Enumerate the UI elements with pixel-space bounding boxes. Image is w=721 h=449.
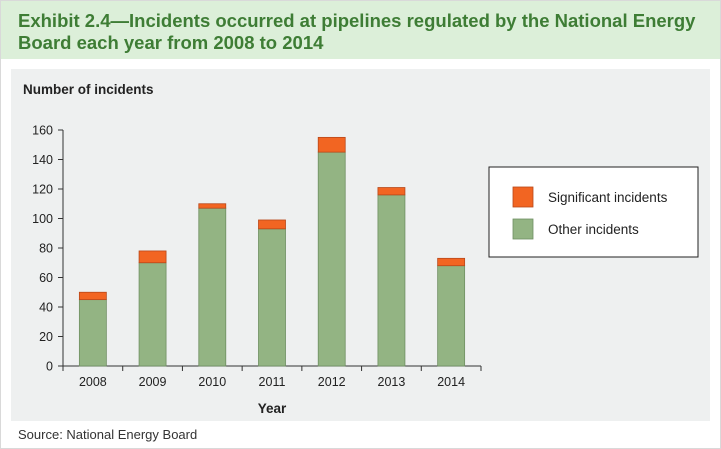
bar-significant-incidents — [198, 203, 227, 209]
x-tick-label: 2008 — [79, 375, 107, 389]
bar-significant-incidents — [258, 219, 286, 230]
exhibit-title: Exhibit 2.4—Incidents occurred at pipeli… — [18, 10, 696, 53]
source-note: Source: National Energy Board — [18, 427, 198, 442]
legend-label: Other incidents — [548, 222, 639, 237]
legend: Significant incidents Other incidents — [488, 166, 699, 258]
bar-significant-incidents — [317, 136, 346, 153]
bar-other-incidents — [198, 207, 227, 367]
y-tick-label: 60 — [39, 271, 53, 285]
y-tick-label: 120 — [32, 183, 53, 197]
bar-significant-incidents — [78, 291, 107, 301]
y-axis: 0 20 40 60 80 100 120 140 160 — [32, 124, 64, 374]
legend-label: Significant incidents — [548, 190, 668, 205]
bar-other-incidents — [78, 299, 107, 367]
bar-other-incidents — [437, 265, 466, 367]
bar-other-incidents — [377, 194, 406, 367]
x-tick-label: 2012 — [318, 375, 346, 389]
bar-other-incidents — [258, 228, 286, 367]
y-axis-title: Number of incidents — [23, 82, 154, 97]
x-tick-label: 2011 — [259, 375, 286, 389]
bar-series — [78, 136, 466, 367]
bar-significant-incidents — [138, 250, 167, 264]
x-axis-title: Year — [258, 401, 287, 416]
chart-panel: Number of incidents Year 0 20 40 60 80 100 120… — [11, 69, 710, 421]
y-tick-label: 140 — [32, 153, 53, 167]
x-axis: 2008 2009 2010 2011 2012 2013 2014 — [62, 365, 482, 389]
y-tick-label: 20 — [39, 330, 53, 344]
y-tick-label: 0 — [46, 360, 53, 374]
y-tick-label: 160 — [32, 124, 53, 138]
legend-swatch — [512, 218, 534, 240]
x-tick-label: 2013 — [378, 375, 406, 389]
title-bar: Exhibit 2.4—Incidents occurred at pipeli… — [1, 1, 720, 59]
x-tick-label: 2014 — [437, 375, 465, 389]
bar-other-incidents — [138, 262, 167, 367]
bar-significant-incidents — [377, 187, 406, 196]
bar-other-incidents — [317, 151, 346, 367]
y-tick-label: 80 — [39, 242, 53, 256]
x-tick-label: 2009 — [139, 375, 167, 389]
y-tick-label: 40 — [39, 301, 53, 315]
x-tick-label: 2010 — [198, 375, 226, 389]
bar-chart: Number of incidents Year 0 20 40 60 80 100 120… — [23, 82, 699, 416]
bar-significant-incidents — [437, 257, 466, 267]
legend-box — [488, 166, 699, 258]
y-tick-label: 100 — [32, 212, 53, 226]
legend-swatch — [512, 186, 534, 208]
